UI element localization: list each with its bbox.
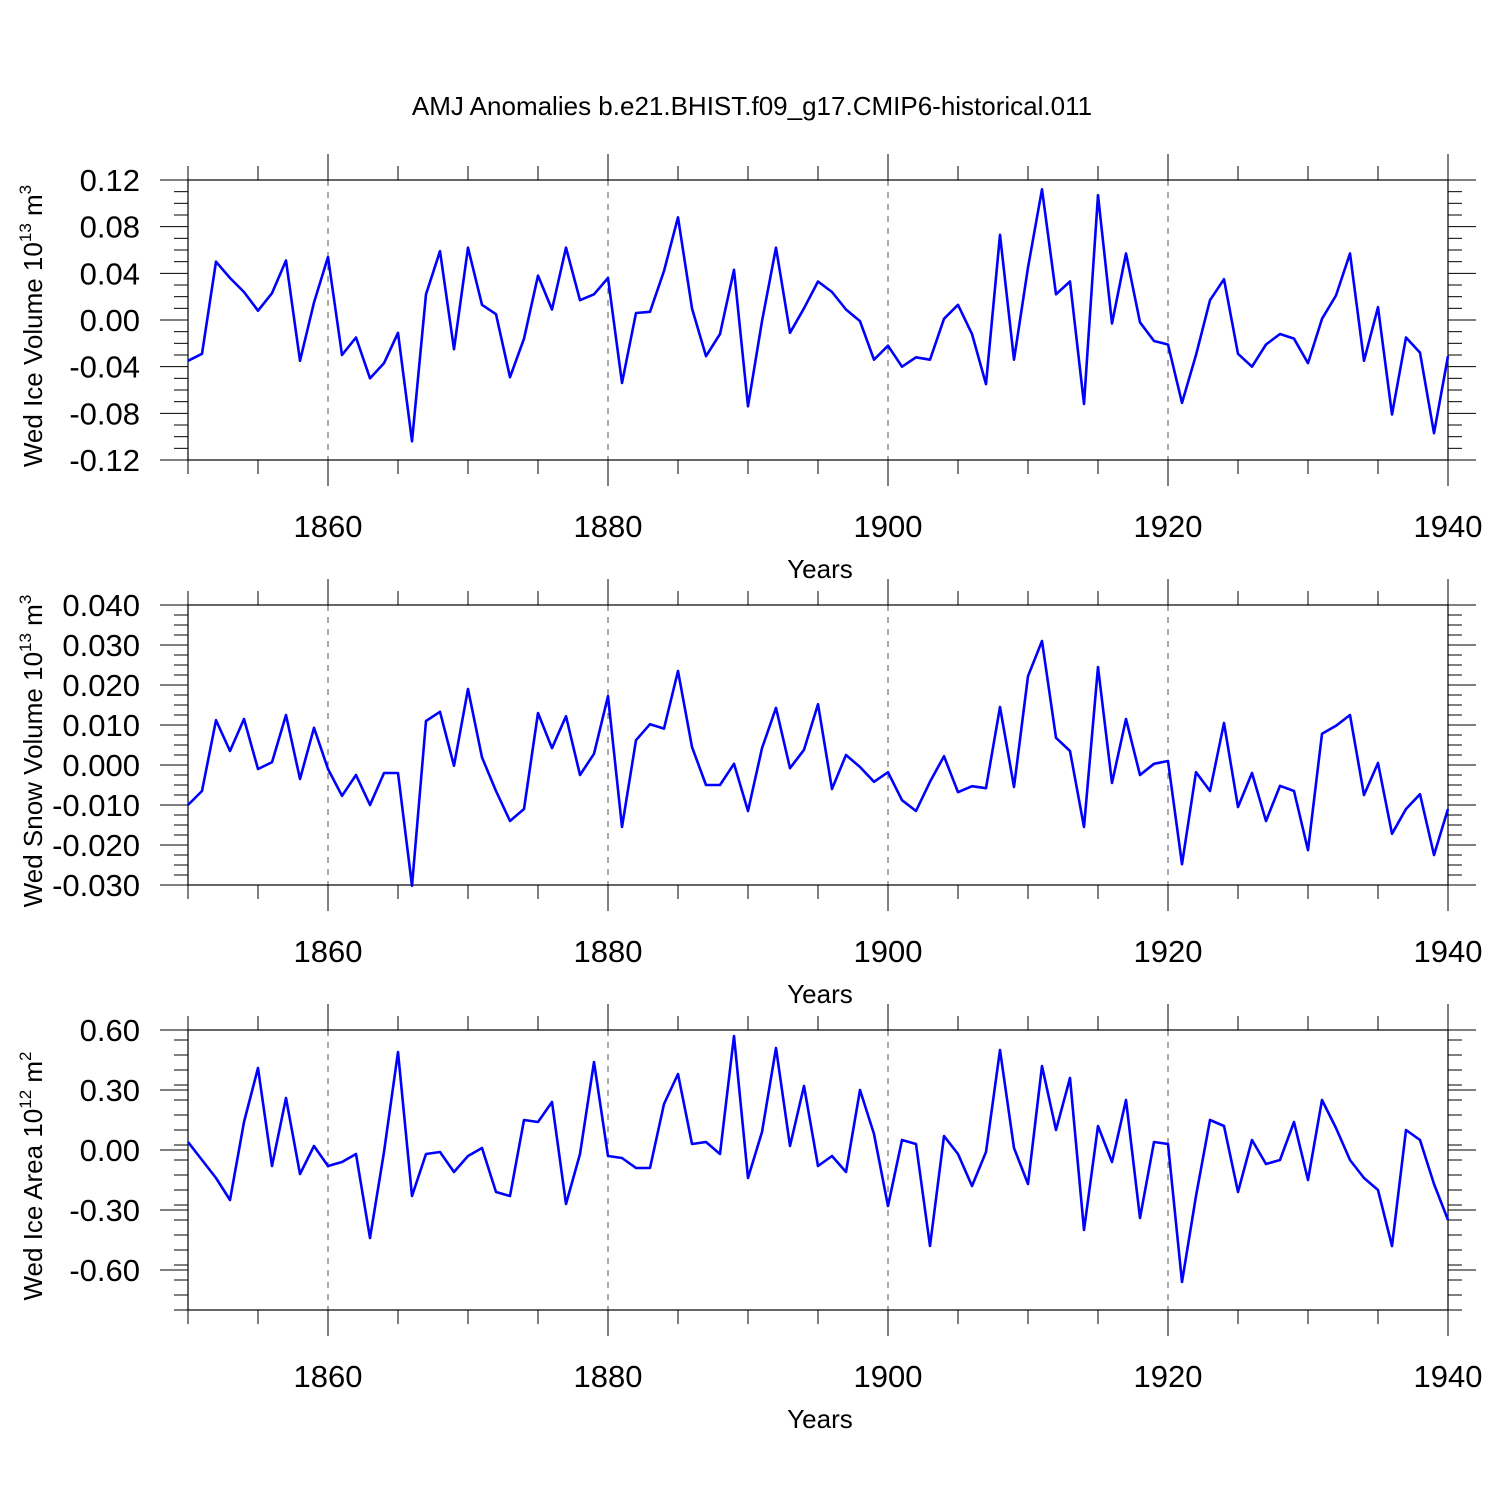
x-tick-label: 1880 xyxy=(574,509,643,544)
y-tick-label: -0.04 xyxy=(69,350,140,385)
y-axis-label: Wed Ice Area 1012 m2 xyxy=(16,1051,48,1300)
y-axis-label-exponent: 13 xyxy=(16,223,35,242)
y-tick-label: 0.020 xyxy=(62,668,140,703)
y-tick-label: -0.020 xyxy=(52,828,140,863)
x-tick-label: 1880 xyxy=(574,934,643,969)
chart-title: AMJ Anomalies b.e21.BHIST.f09_g17.CMIP6-… xyxy=(412,91,1092,121)
y-tick-label: -0.08 xyxy=(69,396,140,431)
y-tick-label: -0.010 xyxy=(52,788,140,823)
y-tick-label: 0.04 xyxy=(80,256,140,291)
y-tick-label: 0.60 xyxy=(80,1013,140,1048)
y-tick-label: 0.000 xyxy=(62,748,140,783)
y-tick-label: 0.00 xyxy=(80,303,140,338)
x-tick-label: 1940 xyxy=(1414,1359,1483,1394)
panel-snow-volume: -0.030 -0.020 -0.010 0.000 0.010 0.020 0.030 0.… xyxy=(16,579,1482,1009)
y-axis-label-part: Wed Ice Volume 10 xyxy=(18,242,48,467)
x-axis-label: Years xyxy=(787,979,853,1009)
x-tick-label: 1920 xyxy=(1134,1359,1203,1394)
y-tick-label: 0.040 xyxy=(62,588,140,623)
y-tick-label: -0.12 xyxy=(69,443,140,478)
y-axis-label: Wed Ice Volume 1013 m3 xyxy=(16,185,48,467)
x-axis-label: Years xyxy=(787,1404,853,1434)
x-tick-label: 1920 xyxy=(1134,934,1203,969)
y-tick-label: -0.30 xyxy=(69,1193,140,1228)
y-axis-label-exponent: 12 xyxy=(16,1090,35,1109)
y-axis-label-part: Wed Ice Area 10 xyxy=(18,1109,48,1301)
x-tick-label: 1900 xyxy=(854,509,923,544)
x-tick-label: 1940 xyxy=(1414,934,1483,969)
x-tick-label: 1860 xyxy=(294,934,363,969)
panels: -0.12 -0.08 -0.04 0.00 0.04 0.08 0.12 1860 1880 1… xyxy=(16,154,1482,1434)
panel-ice-volume: -0.12 -0.08 -0.04 0.00 0.04 0.08 0.12 1860 1880 1… xyxy=(16,154,1482,584)
x-tick-label: 1940 xyxy=(1414,509,1483,544)
y-axis-label-exponent: 2 xyxy=(16,1051,35,1060)
x-axis-label: Years xyxy=(787,554,853,584)
y-tick-label: 0.08 xyxy=(80,210,140,245)
x-tick-label: 1900 xyxy=(854,1359,923,1394)
y-axis-label-part: m xyxy=(18,604,48,633)
data-line xyxy=(187,188,1450,443)
y-tick-label: -0.60 xyxy=(69,1253,140,1288)
y-tick-label: 0.010 xyxy=(62,708,140,743)
x-tick-label: 1900 xyxy=(854,934,923,969)
plot-frame xyxy=(187,604,1449,886)
plot-frame xyxy=(187,179,1449,461)
y-tick-label: 0.00 xyxy=(80,1133,140,1168)
y-axis-label-part: m xyxy=(18,1061,48,1090)
x-tick-label: 1860 xyxy=(294,509,363,544)
data-line xyxy=(186,1034,1450,1284)
data-line xyxy=(187,639,1450,888)
y-axis-label: Wed Snow Volume 1013 m3 xyxy=(16,595,48,908)
y-axis-label-exponent: 13 xyxy=(16,633,35,652)
y-tick-label: 0.030 xyxy=(62,628,140,663)
y-tick-label: 0.30 xyxy=(80,1073,140,1108)
y-axis-label-exponent: 3 xyxy=(16,185,35,194)
y-tick-label: 0.12 xyxy=(80,163,140,198)
panel-ice-area: -0.60 -0.30 0.00 0.30 0.60 1860 1880 1900 1920 19… xyxy=(16,1004,1482,1434)
y-axis-label-part: Wed Snow Volume 10 xyxy=(18,652,48,907)
x-tick-label: 1860 xyxy=(294,1359,363,1394)
x-tick-label: 1880 xyxy=(574,1359,643,1394)
y-tick-label: -0.030 xyxy=(52,868,140,903)
y-axis-label-part: m xyxy=(18,194,48,223)
plot-frame xyxy=(187,1029,1449,1311)
y-axis-label-exponent: 3 xyxy=(16,595,35,604)
x-tick-label: 1920 xyxy=(1134,509,1203,544)
